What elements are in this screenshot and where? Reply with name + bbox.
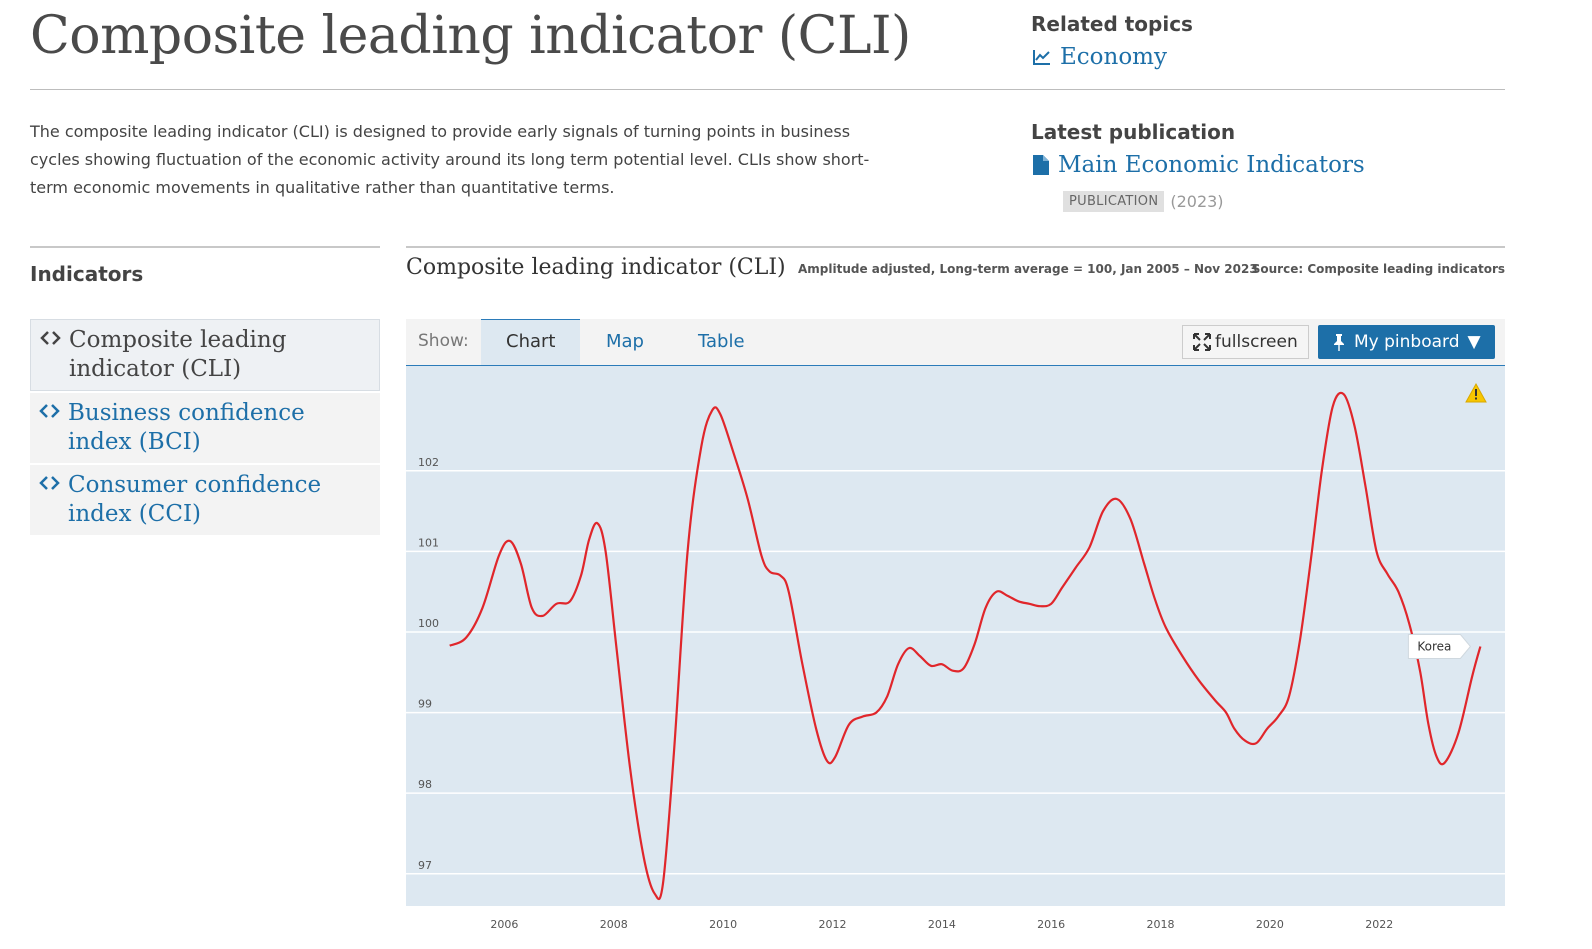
chart-toolbar: Show: Chart Map Table fullscreen My pinb…	[406, 319, 1505, 366]
double-chevron-icon	[40, 331, 61, 345]
main-economic-indicators-link[interactable]: Main Economic Indicators	[1032, 152, 1365, 178]
y-tick-label: 97	[418, 859, 432, 872]
page-description: The composite leading indicator (CLI) is…	[30, 122, 870, 197]
y-tick-label: 99	[418, 698, 432, 711]
economy-link[interactable]: Economy	[1032, 44, 1167, 70]
publication-link-label: Main Economic Indicators	[1058, 152, 1365, 178]
indicator-item-cci[interactable]: Consumer confidence index (CCI)	[30, 465, 380, 535]
chart-area: 97 98 99 100 101 102 2006 2008 2010 2012 2014 2016 2…	[406, 366, 1505, 949]
indicator-label: Composite leading indicator (CLI)	[69, 327, 287, 382]
show-label: Show:	[418, 331, 469, 351]
line-chart-icon	[1033, 50, 1050, 65]
related-topics-heading: Related topics	[1031, 12, 1193, 36]
x-tick-label: 2022	[1365, 918, 1393, 931]
pin-icon	[1334, 334, 1344, 351]
x-tick-label: 2014	[928, 918, 956, 931]
pinboard-button[interactable]: My pinboard ▼	[1318, 325, 1495, 359]
series-label-korea: Korea	[1417, 639, 1451, 653]
series-line-korea	[449, 391, 1482, 901]
x-tick-label: 2016	[1037, 918, 1065, 931]
double-chevron-icon	[39, 476, 60, 490]
plot-background	[406, 366, 1505, 906]
chart-subtitle: Amplitude adjusted, Long-term average = …	[798, 262, 1258, 276]
tab-map[interactable]: Map	[606, 331, 644, 352]
y-tick-label: 98	[418, 778, 432, 791]
economy-link-label: Economy	[1060, 44, 1167, 70]
expand-icon	[1193, 333, 1211, 351]
page-title: Composite leading indicator (CLI)	[30, 6, 911, 66]
publication-badge: PUBLICATION	[1063, 191, 1165, 212]
warning-icon[interactable]	[1465, 382, 1487, 403]
publication-meta: PUBLICATION (2023)	[1063, 191, 1224, 212]
chart-title: Composite leading indicator (CLI)	[406, 255, 786, 280]
x-tick-label: 2008	[600, 918, 628, 931]
indicator-label: Consumer confidence index (CCI)	[68, 472, 322, 527]
indicators-heading: Indicators	[30, 262, 144, 286]
indicator-label: Business confidence index (BCI)	[68, 400, 305, 455]
chart-source: Source: Composite leading indicators	[1251, 262, 1505, 276]
x-tick-label: 2012	[818, 918, 846, 931]
fullscreen-label: fullscreen	[1215, 332, 1298, 352]
tab-chart[interactable]: Chart	[481, 319, 581, 365]
indicator-item-cli[interactable]: Composite leading indicator (CLI)	[30, 319, 380, 391]
indicator-item-bci[interactable]: Business confidence index (BCI)	[30, 393, 380, 463]
publication-year: (2023)	[1170, 192, 1224, 211]
caret-down-icon: ▼	[1467, 332, 1481, 352]
indicators-list: Composite leading indicator (CLI) Busine…	[30, 319, 380, 537]
chart-divider	[406, 246, 1505, 248]
double-chevron-icon	[39, 404, 60, 418]
latest-publication-heading: Latest publication	[1031, 120, 1236, 144]
x-tick-label: 2020	[1256, 918, 1284, 931]
x-axis-band	[406, 906, 1505, 949]
y-tick-label: 102	[418, 456, 439, 469]
x-tick-label: 2010	[709, 918, 737, 931]
fullscreen-button[interactable]: fullscreen	[1182, 325, 1309, 359]
cli-line-chart: 97 98 99 100 101 102 2006 2008 2010 2012 2014 2016 2…	[406, 366, 1505, 949]
document-icon	[1033, 155, 1049, 175]
tab-table[interactable]: Table	[698, 331, 745, 352]
pinboard-label: My pinboard	[1354, 332, 1460, 352]
y-tick-label: 101	[418, 536, 439, 549]
indicators-divider	[30, 246, 380, 248]
x-tick-label: 2018	[1147, 918, 1175, 931]
title-divider	[30, 89, 1505, 90]
y-tick-label: 100	[418, 617, 439, 630]
series-label-box	[1407, 633, 1472, 659]
x-tick-label: 2006	[490, 918, 518, 931]
